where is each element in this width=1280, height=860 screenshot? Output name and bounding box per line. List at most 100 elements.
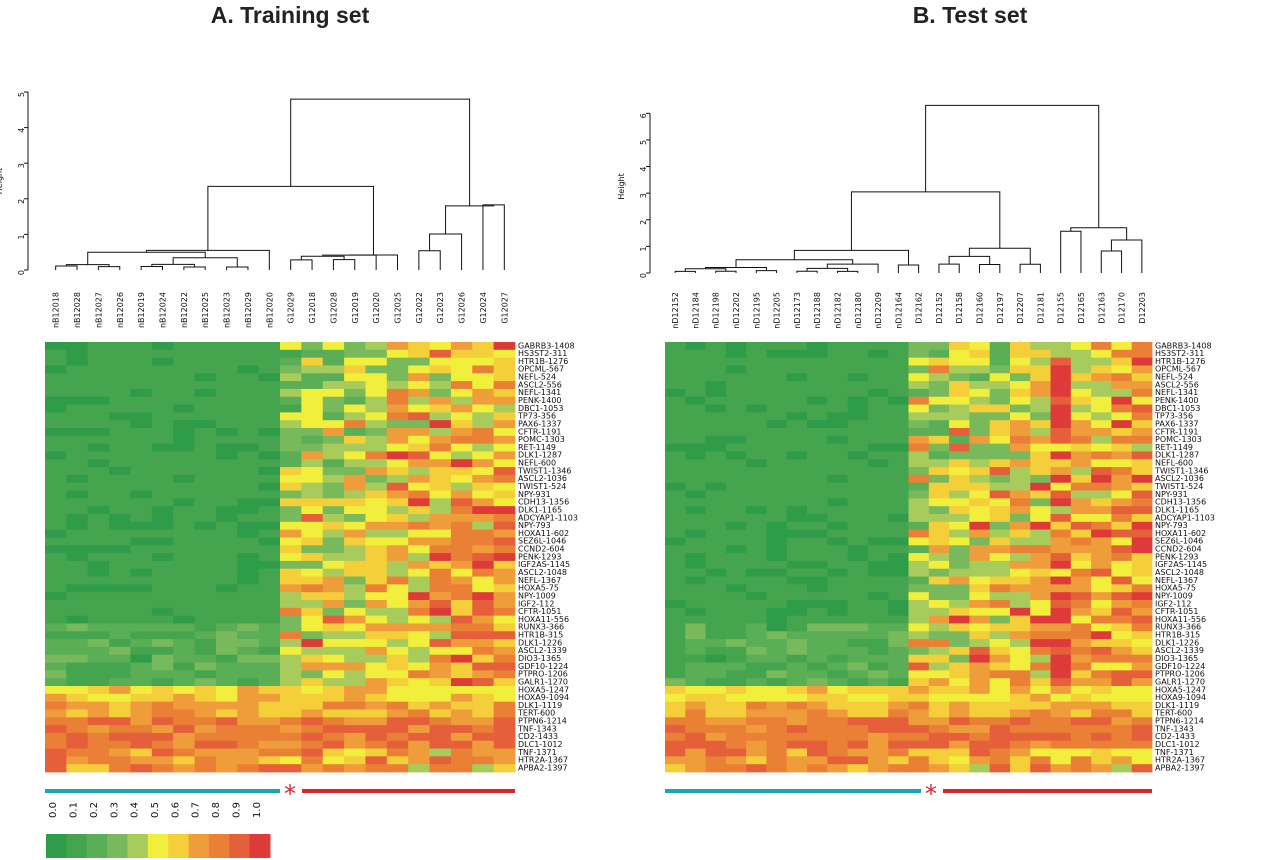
heatmap-cell [1070,545,1092,554]
heatmap-cell [665,482,686,491]
heatmap-cell [344,646,366,656]
heatmap-cell [969,693,991,703]
heatmap-cell [429,686,452,695]
heatmap-cell [847,373,869,382]
heatmap-cell [194,732,217,742]
heatmap-cell [130,428,153,437]
heatmap-cell [1111,396,1133,405]
heatmap-cell [1070,451,1092,460]
heatmap-cell [867,592,889,601]
heatmap-cell [725,490,747,499]
heatmap-cell [493,568,516,577]
heatmap-cell [949,545,970,554]
heatmap-cell [344,545,366,554]
row-label: RUNX3-366 [518,623,564,632]
heatmap-cell [888,654,909,663]
dendrogram-link [1070,227,1128,241]
heatmap-cell [322,514,345,523]
heatmap-cell [969,365,991,374]
heatmap-cell [989,420,1011,429]
heatmap-cell [386,623,409,632]
heatmap-cell [989,498,1011,507]
heatmap-cell [45,662,67,671]
heatmap-cell [408,396,430,405]
separator-asterisk: * [925,780,937,808]
heatmap-cell [888,451,909,460]
y-tick-label: 4 [639,167,648,172]
heatmap-cell [45,756,67,765]
heatmap-cell [665,412,686,421]
heatmap-cell [130,607,153,617]
heatmap-cell [807,623,828,632]
heatmap-cell [493,381,516,390]
heatmap-cell [130,584,153,593]
heatmap-cell [493,451,516,460]
heatmap-cell [493,701,516,710]
row-label: HOXA11-556 [518,615,569,624]
heatmap-cell [322,404,345,413]
heatmap-cell [847,498,869,507]
heatmap-cell [1009,646,1031,656]
heatmap-cell [766,568,788,577]
heatmap-cell [1030,373,1051,382]
heatmap-cell [705,639,727,648]
heatmap-cell [665,732,686,742]
heatmap-cell [685,420,706,429]
heatmap-cell [1111,717,1133,726]
heatmap-cell [1131,482,1153,491]
heatmap-cell [408,709,430,718]
heatmap-cell [1070,646,1092,656]
heatmap-cell [258,568,281,577]
heatmap [45,342,516,773]
column-label: nB12022 [180,292,189,328]
heatmap-cell [87,404,110,413]
heatmap-cell [1091,506,1112,515]
heatmap-cell [928,732,950,742]
heatmap-cell [827,459,849,468]
heatmap-cell [1091,498,1112,507]
heatmap-cell [194,443,217,452]
heatmap-cell [1050,740,1072,749]
heatmap-cell [705,498,727,507]
heatmap-cell [237,428,260,437]
heatmap-cell [151,553,174,562]
heatmap-cell [746,686,767,695]
y-tick-label: 3 [17,163,26,168]
heatmap-cell [685,686,706,695]
column-label: nD12152 [671,292,680,329]
heatmap-cell [386,607,409,617]
heatmap-cell [87,490,110,499]
heatmap-cell [827,545,849,554]
heatmap-cell [130,615,153,624]
heatmap-cell [493,498,516,507]
heatmap-cell [989,388,1011,398]
heatmap-cell [1030,404,1051,413]
heatmap-cell [807,678,828,687]
heatmap-cell [1030,412,1051,421]
heatmap-cell [1131,396,1153,405]
heatmap-cell [847,545,869,554]
heatmap-cell [827,732,849,742]
heatmap-cell [969,451,991,460]
heatmap-cell [908,725,930,734]
heatmap-cell [989,748,1011,757]
heatmap-cell [786,764,808,773]
heatmap-cell [1091,701,1112,710]
heatmap-cell [173,560,195,570]
heatmap-cell [450,764,473,773]
row-label: PENK-1400 [518,396,562,405]
column-label: nD12209 [874,292,883,329]
heatmap-cell [847,584,869,593]
heatmap-cell [1111,357,1133,366]
heatmap-cell [786,521,808,531]
heatmap-cell [766,686,788,695]
heatmap-cell [429,459,452,468]
heatmap-cell [66,662,89,671]
heatmap-cell [1091,725,1112,734]
heatmap-cell [827,576,849,585]
heatmap-cell [847,560,869,570]
heatmap-cell [386,662,409,671]
heatmap-cell [301,670,324,679]
heatmap-cell [344,600,366,609]
heatmap-cell [493,600,516,609]
